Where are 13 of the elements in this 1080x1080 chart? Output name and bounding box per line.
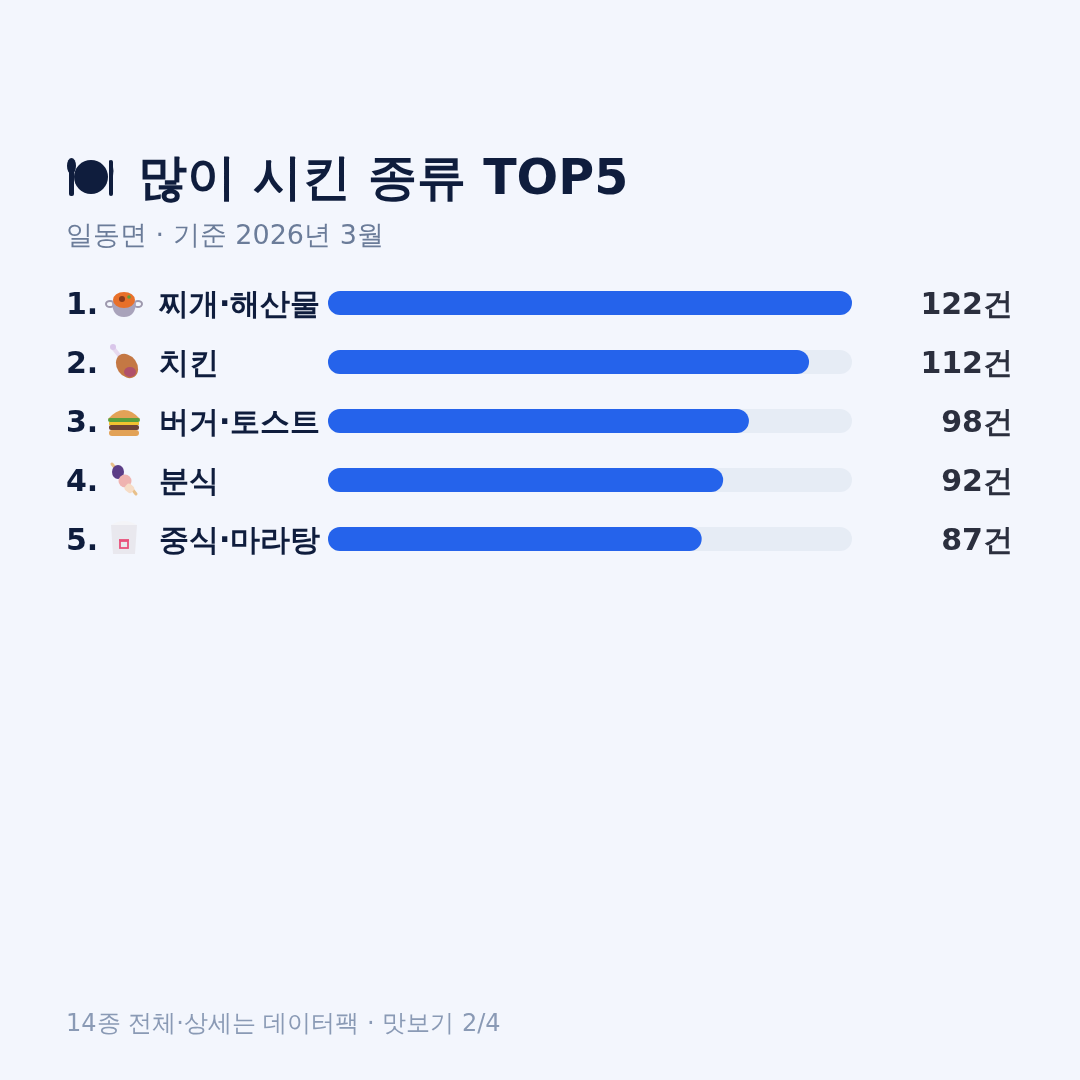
data-label: 122건 bbox=[920, 286, 1013, 321]
data-label: 98건 bbox=[941, 404, 1013, 439]
category-label: 1. 찌개·해산물 bbox=[66, 286, 321, 321]
category-label: 4. 분식 bbox=[66, 463, 219, 498]
text: 14종 전체·상세는 데이터팩 · 맛보기 2/4 bbox=[66, 1009, 501, 1037]
data-label: 112건 bbox=[920, 345, 1013, 380]
category-label: 3. 버거·토스트 bbox=[66, 404, 321, 439]
data-label: 87건 bbox=[941, 522, 1013, 557]
chart-subtitle: 일동면 · 기준 2026년 3월 bbox=[66, 219, 384, 250]
category-label: 2. 치킨 bbox=[66, 345, 219, 380]
category-label: 5. 중식·마라탕 bbox=[66, 522, 321, 557]
chart-title: 많이 시킨 종류 TOP5 bbox=[138, 149, 629, 206]
data-label: 92건 bbox=[941, 463, 1013, 498]
